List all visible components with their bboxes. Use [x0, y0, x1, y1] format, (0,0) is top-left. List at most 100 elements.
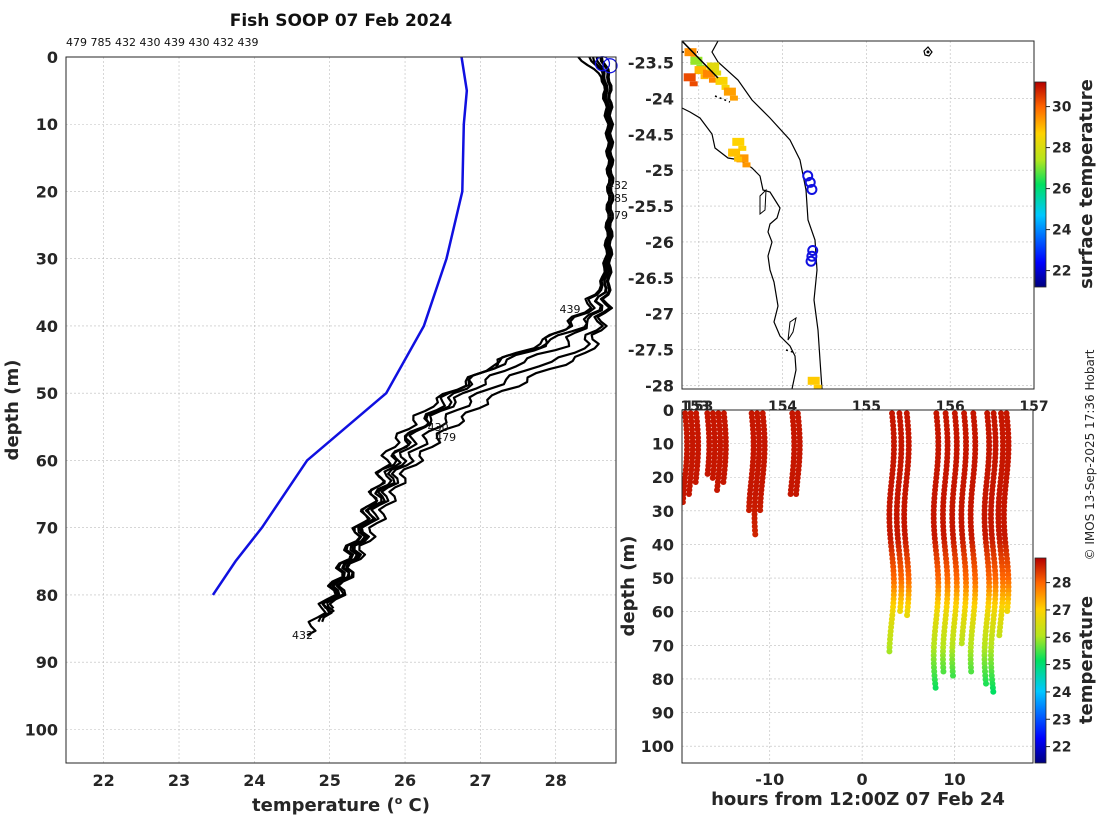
- section-cbar-tick: 22: [1052, 740, 1071, 756]
- profile-id-label: 479: [435, 431, 456, 444]
- cast-point: [704, 470, 711, 477]
- map-y-tick: -24: [645, 89, 674, 108]
- section-cast: [886, 410, 897, 655]
- main-grid: [66, 56, 616, 763]
- map-cbar-tick: 24: [1052, 223, 1072, 239]
- profile-id-label: 785: [607, 192, 628, 205]
- section-y-tick: 60: [652, 603, 674, 622]
- sst-patch: [734, 156, 743, 162]
- map-stations: [802, 170, 819, 267]
- cast-point: [709, 474, 716, 481]
- section-y-tick: 20: [652, 468, 674, 487]
- section-cast: [939, 410, 951, 675]
- station-marker: [806, 250, 818, 262]
- sst-patch: [683, 73, 696, 82]
- cast-point: [757, 507, 764, 514]
- section-cbar-tick: 23: [1052, 712, 1071, 728]
- sst-patch: [742, 162, 751, 168]
- cast-point: [897, 608, 904, 615]
- profile-id-list: 479 785 432 430 439 430 432 439: [66, 36, 258, 49]
- sst-patch: [708, 77, 717, 83]
- map-y-tick: -24.5: [628, 125, 674, 144]
- map-y-tick: -26: [645, 233, 674, 252]
- section-casts: [682, 410, 1012, 695]
- section-cast: [893, 410, 905, 615]
- sst-patch: [694, 66, 707, 75]
- profile-id-label: 432: [607, 179, 628, 192]
- section-y-axis-label: depth (m): [618, 536, 639, 637]
- section-colorbar-label: temperature: [1076, 596, 1097, 724]
- section-y-tick: 100: [641, 737, 674, 756]
- cast-point: [1004, 608, 1011, 615]
- section-y-tick: 0: [663, 401, 674, 420]
- profile-id-label: 479: [607, 209, 628, 222]
- section-y-tick: 70: [652, 636, 674, 655]
- profile-id-label: 432: [292, 629, 313, 642]
- cast-point: [714, 487, 721, 494]
- cast-point: [720, 478, 727, 485]
- main-y-tick: 80: [36, 586, 58, 605]
- cast-point: [949, 672, 956, 679]
- section-cbar-tick: 26: [1052, 630, 1071, 646]
- main-y-axis-label: depth (m): [2, 360, 23, 461]
- sst-patch: [690, 56, 703, 65]
- section-cbar-tick: 25: [1052, 658, 1071, 674]
- map-y-tick: -27.5: [628, 341, 674, 360]
- sst-patch: [732, 137, 745, 146]
- cast-point: [752, 531, 759, 538]
- sst-patch: [713, 70, 722, 76]
- main-y-tick: 0: [47, 48, 58, 67]
- main-x-tick: 26: [394, 771, 416, 790]
- map-y-tick: -25.5: [628, 197, 674, 216]
- sst-patch: [729, 95, 738, 101]
- cast-point: [685, 491, 692, 498]
- profile-id-label: 439: [559, 303, 580, 316]
- cast-point: [996, 632, 1003, 639]
- section-x-tick: -10: [755, 770, 784, 789]
- map-cbar-tick: 26: [1052, 182, 1071, 198]
- cast-point: [932, 684, 939, 691]
- section-y-tick: 80: [652, 670, 674, 689]
- station-marker: [804, 176, 816, 188]
- section-x-tick: 0: [857, 770, 868, 789]
- main-x-tick: 23: [168, 771, 190, 790]
- station-marker: [807, 245, 819, 257]
- main-y-tick: 30: [36, 250, 58, 269]
- section-cast: [958, 410, 970, 647]
- sst-patch: [807, 376, 820, 385]
- cast-point: [940, 668, 947, 675]
- main-tick-labels: 22 23 24 25 26 27 28 0 10 20 30 40 50 60 70 80 90 100: [25, 48, 567, 790]
- section-cbar-tick: 27: [1052, 603, 1071, 619]
- sst-patch: [813, 384, 822, 389]
- section-x-tick: 10: [943, 770, 965, 789]
- section-cast: [682, 410, 691, 506]
- sst-patch: [723, 87, 736, 96]
- map-colorbar: [1034, 81, 1047, 288]
- section-colorbar: [1034, 557, 1047, 764]
- section-colorbar-ticks: 22 23 24 25 26 27 28: [1046, 576, 1072, 756]
- xlabel-degree: o: [395, 794, 403, 807]
- section-background: [682, 410, 1033, 763]
- chart-title: Fish SOOP 07 Feb 2024: [230, 11, 453, 31]
- section-cast: [981, 410, 993, 687]
- section-cast: [714, 410, 724, 494]
- station-marker: [802, 170, 814, 182]
- cast-point: [793, 491, 800, 498]
- section-cast: [751, 410, 763, 538]
- surface-marker: [602, 58, 618, 74]
- main-x-tick: 24: [243, 771, 265, 790]
- main-y-tick: 100: [25, 720, 58, 739]
- section-cast: [692, 410, 702, 485]
- section-cast: [720, 410, 729, 485]
- sst-patch: [707, 62, 720, 71]
- section-frame: [681, 409, 1034, 764]
- section-cast: [949, 410, 960, 679]
- xlabel-text: temperature (: [252, 795, 395, 816]
- section-cast: [793, 410, 803, 498]
- section-x-axis-label: hours from 12:00Z 07 Feb 24: [711, 789, 1005, 810]
- map-grid: [682, 41, 1035, 389]
- cast-point: [787, 491, 794, 498]
- main-y-tick: 20: [36, 182, 58, 201]
- section-y-tick: 40: [652, 535, 674, 554]
- cast-point: [990, 688, 997, 695]
